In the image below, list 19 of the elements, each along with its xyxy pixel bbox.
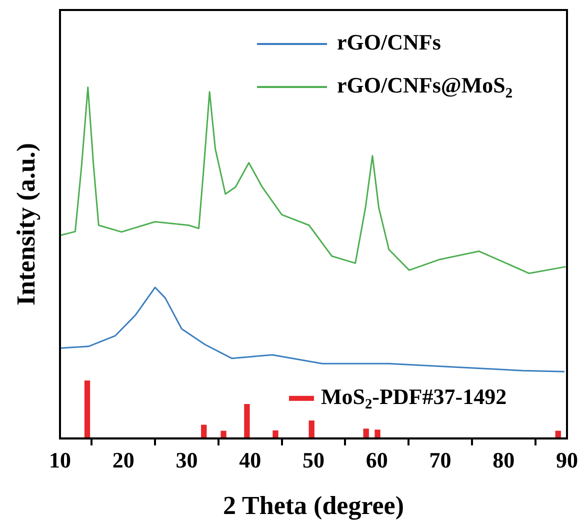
bar — [201, 424, 207, 438]
legend-label: rGO/CNFs — [337, 30, 442, 55]
bar — [84, 380, 90, 438]
bar — [244, 404, 250, 438]
x-tick-label: 40 — [239, 447, 262, 472]
bar — [272, 430, 278, 438]
bar — [220, 430, 226, 438]
x-tick-label: 10 — [49, 447, 71, 472]
x-tick-label: 80 — [492, 447, 515, 472]
x-tick-label: 30 — [176, 447, 198, 472]
y-axis-title: Intensity (a.u.) — [12, 142, 41, 306]
x-axis-title: 2 Theta (degree) — [223, 491, 404, 520]
x-tick-label: 60 — [366, 447, 388, 472]
bar — [374, 430, 380, 438]
x-tick-label: 20 — [112, 447, 134, 472]
x-tick-label: 50 — [302, 447, 324, 472]
x-tick-label: 90 — [556, 447, 578, 472]
bar — [308, 420, 314, 438]
x-tick-label: 70 — [429, 447, 452, 472]
